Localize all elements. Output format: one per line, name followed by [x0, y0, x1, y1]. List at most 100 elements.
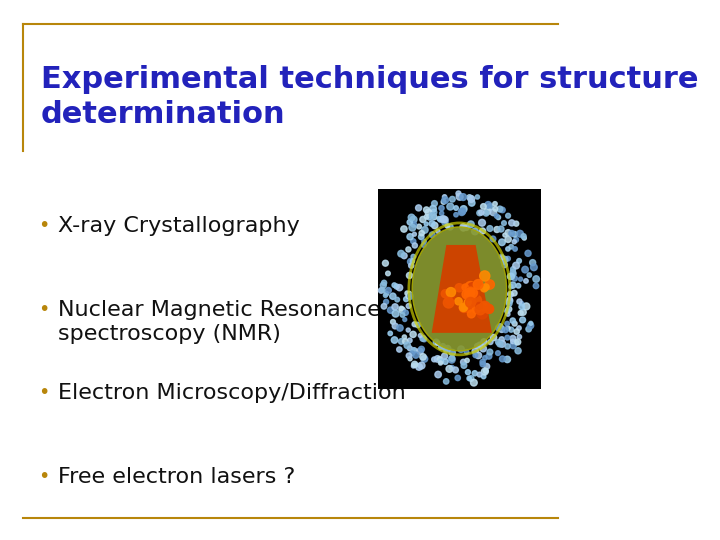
Text: •: •: [38, 216, 49, 235]
Point: [445, 288, 456, 296]
Point: [477, 227, 488, 235]
Point: [408, 220, 420, 229]
Point: [507, 267, 518, 276]
Point: [513, 256, 525, 265]
Point: [442, 345, 454, 353]
Point: [404, 218, 415, 227]
Point: [483, 352, 495, 361]
Point: [483, 305, 495, 313]
Ellipse shape: [412, 227, 507, 351]
Point: [405, 232, 416, 241]
Point: [458, 303, 469, 312]
Point: [402, 245, 414, 254]
Point: [487, 333, 499, 342]
Point: [436, 357, 447, 366]
Point: [464, 292, 475, 301]
Point: [477, 202, 489, 211]
Point: [502, 333, 513, 342]
Point: [377, 281, 389, 289]
Point: [402, 341, 413, 349]
Point: [409, 241, 420, 250]
Point: [399, 333, 410, 341]
Point: [482, 200, 494, 209]
Point: [418, 355, 430, 363]
Point: [394, 345, 405, 354]
Point: [409, 320, 420, 328]
Point: [480, 283, 492, 292]
Point: [519, 265, 531, 274]
Point: [487, 234, 499, 243]
Point: [389, 281, 400, 289]
Point: [495, 225, 507, 233]
Point: [503, 299, 515, 308]
Point: [508, 265, 519, 273]
Point: [510, 261, 522, 270]
Point: [387, 292, 399, 301]
Point: [505, 242, 517, 251]
Point: [444, 364, 455, 373]
Point: [428, 355, 440, 364]
Point: [521, 276, 532, 285]
Point: [496, 335, 508, 344]
Point: [469, 227, 481, 236]
Point: [453, 189, 464, 198]
Point: [465, 220, 477, 228]
Point: [438, 193, 450, 201]
Point: [419, 226, 431, 234]
Point: [461, 348, 472, 356]
Point: [470, 296, 482, 305]
Point: [444, 202, 456, 211]
Point: [402, 302, 414, 310]
Point: [490, 205, 501, 213]
Point: [380, 298, 392, 306]
Point: [508, 341, 519, 350]
Point: [464, 194, 476, 202]
Point: [513, 323, 525, 332]
Point: [523, 271, 535, 279]
Point: [400, 295, 412, 303]
Point: [516, 302, 528, 311]
Point: [499, 231, 510, 239]
Point: [420, 206, 432, 214]
Point: [414, 347, 426, 356]
Point: [420, 220, 432, 228]
Point: [445, 296, 456, 305]
Point: [513, 347, 524, 355]
Point: [476, 219, 487, 227]
Point: [472, 280, 484, 289]
Point: [479, 302, 490, 311]
Point: [505, 291, 517, 299]
Point: [489, 199, 500, 208]
Point: [484, 348, 495, 356]
Point: [474, 208, 485, 217]
Point: [456, 208, 467, 217]
Point: [523, 325, 534, 334]
Point: [408, 237, 419, 246]
Point: [435, 343, 446, 352]
Point: [502, 355, 513, 364]
Point: [418, 353, 429, 361]
Point: [416, 229, 428, 238]
Point: [410, 351, 422, 360]
Point: [405, 258, 416, 266]
Point: [407, 224, 418, 232]
Point: [440, 357, 451, 366]
Point: [439, 196, 451, 205]
Text: Electron Microscopy/Diffraction: Electron Microscopy/Diffraction: [58, 383, 406, 403]
Point: [496, 325, 508, 334]
Point: [491, 212, 503, 220]
Point: [502, 245, 513, 253]
Point: [494, 340, 505, 348]
Point: [454, 192, 465, 201]
Point: [482, 207, 493, 215]
Point: [378, 302, 390, 310]
Point: [515, 275, 526, 284]
Text: Experimental techniques for structure
determination: Experimental techniques for structure de…: [41, 65, 698, 129]
Point: [462, 356, 473, 365]
Point: [511, 327, 523, 336]
Point: [462, 298, 474, 307]
Point: [455, 345, 467, 354]
Point: [387, 318, 399, 326]
Point: [464, 282, 476, 291]
Point: [525, 319, 536, 328]
